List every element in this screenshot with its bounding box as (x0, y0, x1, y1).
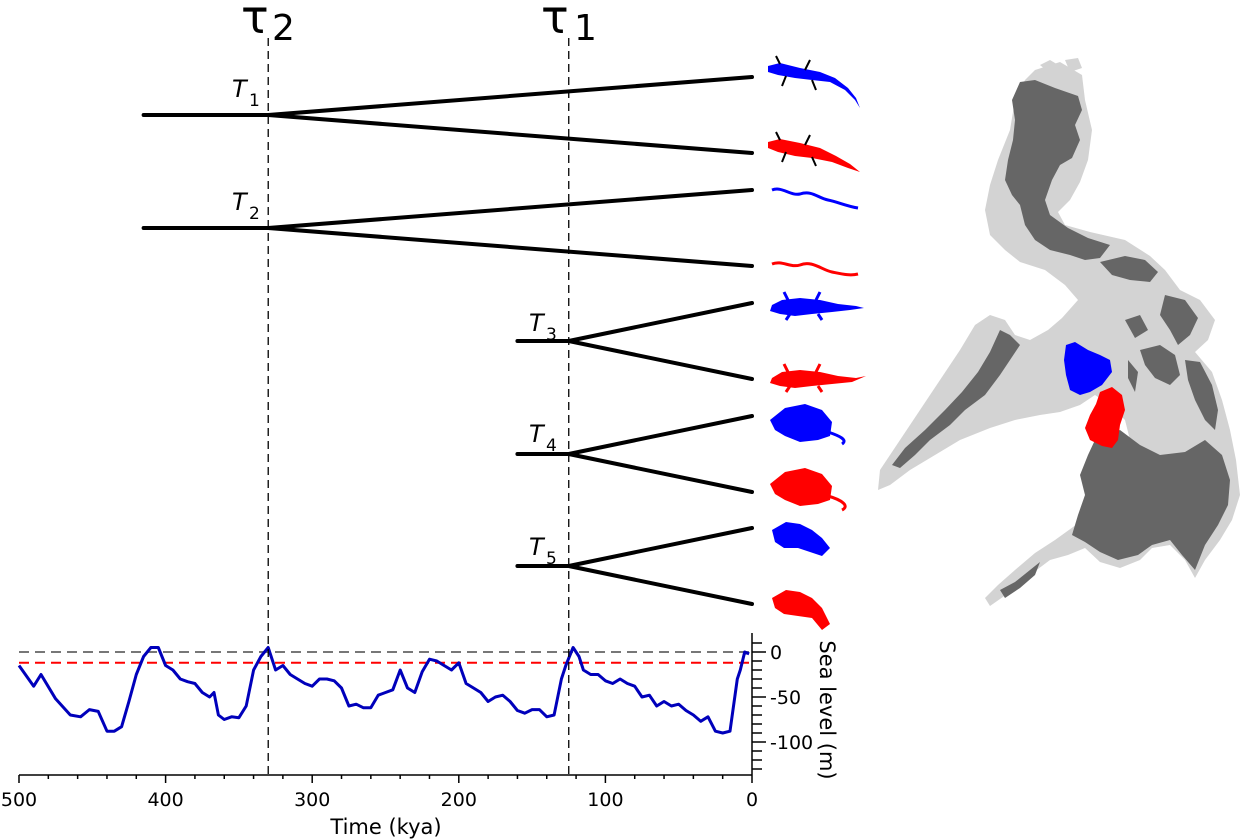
x-tick-label: 200 (441, 789, 477, 811)
tau-2-subscript: 2 (272, 8, 295, 49)
upper-branch-3 (566, 301, 754, 343)
split-label-t1-main: T (232, 75, 249, 103)
y-axis-ticks: 0 -50 -100 (752, 642, 813, 770)
x-axis-label: Time (kya) (329, 815, 441, 839)
upper-branch-5 (566, 526, 754, 568)
split-label-t5-sub: 5 (546, 549, 557, 569)
split-label-t5-main: T (529, 533, 546, 561)
x-tick-label: 400 (147, 789, 183, 811)
tau-1-label: τ 1 (541, 0, 597, 49)
sea-level-series (17, 646, 750, 735)
split-label-t2: T 2 (232, 188, 260, 224)
upper-branch-4 (566, 414, 754, 456)
x-axis-ticks: 500 400 300 200 100 0 (1, 775, 758, 811)
gecko-icon-red (770, 363, 866, 393)
y-tick-label: -50 (770, 687, 801, 709)
split-label-t1-sub: 1 (249, 91, 260, 111)
lizard-icon-blue (768, 55, 860, 108)
present-day-land (892, 80, 1230, 598)
upper-branch-2 (266, 188, 754, 230)
reference-lines (19, 651, 752, 664)
snake-icon-blue (771, 187, 859, 210)
split-label-t4-main: T (529, 420, 546, 448)
split-label-t2-sub: 2 (249, 204, 260, 224)
split-label-t1: T 1 (232, 75, 260, 111)
upper-branch-1 (266, 75, 754, 117)
island-red (1085, 387, 1125, 448)
tau-2-symbol: τ (241, 0, 269, 44)
x-tick-label: 100 (587, 789, 623, 811)
rat-icon-red (770, 468, 847, 512)
rat-icon-blue (770, 404, 846, 446)
frog-icon-blue (772, 522, 830, 556)
split-label-t3-main: T (529, 309, 546, 337)
gecko-icon-blue (770, 291, 864, 321)
lower-branch-3 (566, 339, 754, 381)
split-label-t2-main: T (232, 188, 249, 216)
lower-branch-2 (266, 226, 754, 268)
x-tick-label: 0 (746, 789, 758, 811)
split-label-t4: T 4 (529, 420, 557, 456)
split-label-t3-sub: 3 (546, 325, 557, 345)
frog-icon-red (772, 590, 830, 630)
sea-level-chart: 500 400 300 200 100 0 0 -50 -100 Time (kya) Sea… (1, 633, 839, 839)
tau-1-subscript: 1 (574, 8, 597, 49)
divergence-tree (141, 75, 754, 606)
island-blue (1064, 342, 1112, 395)
y-tick-label: -100 (770, 732, 813, 754)
lower-branch-4 (566, 452, 754, 494)
y-axis-label: Sea level (m) (815, 640, 839, 779)
lower-branch-1 (266, 113, 754, 155)
tau-1-symbol: τ (541, 0, 569, 44)
split-label-t4-sub: 4 (546, 436, 557, 456)
x-tick-label: 300 (294, 789, 330, 811)
split-label-t5: T 5 (529, 533, 557, 569)
tau-2-label: τ 2 (241, 0, 295, 49)
x-tick-label: 500 (1, 789, 37, 811)
lower-branch-5 (566, 564, 754, 606)
split-label-t3: T 3 (529, 309, 557, 345)
tau-reference-lines (267, 38, 570, 775)
philippines-map (878, 58, 1240, 606)
lizard-icon-red (768, 131, 860, 172)
y-tick-label: 0 (770, 642, 782, 664)
snake-icon-red (771, 261, 859, 277)
